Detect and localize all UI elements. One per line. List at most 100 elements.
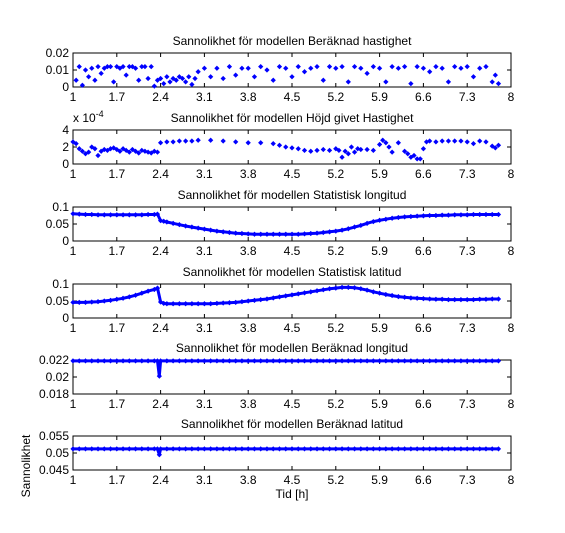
x-tick-label: 5.9 [371, 321, 388, 335]
x-tick-label: 4.5 [284, 244, 301, 258]
data-point [289, 74, 295, 80]
data-point [283, 144, 289, 150]
data-point [351, 149, 358, 155]
x-tick-label: 3.1 [196, 167, 213, 181]
data-point [195, 137, 201, 143]
subplot-6: Sannolikhet för modellen Beräknad latitu… [39, 417, 515, 487]
data-point [333, 65, 339, 71]
data-point [314, 147, 320, 154]
data-point [89, 144, 95, 150]
x-tick-label: 5.9 [371, 90, 388, 104]
data-point [189, 81, 195, 88]
data-point [452, 63, 458, 70]
data-point [402, 63, 408, 70]
subplot-title: Sannolikhet för modellen Statistisk lati… [183, 265, 402, 279]
data-point [420, 65, 427, 71]
data-point [79, 148, 86, 154]
x-tick-label: 8 [508, 397, 515, 411]
series-markers [70, 446, 502, 458]
data-point [320, 146, 326, 153]
data-point [458, 138, 464, 144]
data-point [264, 67, 270, 73]
data-point [132, 65, 139, 71]
x-tick-label: 3.8 [240, 244, 257, 258]
data-point [111, 79, 117, 85]
data-point [326, 63, 333, 70]
data-point [98, 148, 104, 154]
x-tick-label: 2.4 [152, 321, 169, 335]
x-tick-label: 7.3 [459, 473, 476, 487]
data-point [483, 63, 489, 70]
x-tick-label: 8 [508, 473, 515, 487]
x-tick-label: 3.1 [196, 397, 213, 411]
x-tick-label: 1.7 [108, 167, 125, 181]
subplot-4: Sannolikhet för modellen Statistisk lati… [46, 265, 515, 335]
x-tick-label: 3.1 [196, 321, 213, 335]
series-band [73, 447, 499, 457]
y-tick-label: 0 [62, 157, 69, 171]
data-point [123, 147, 129, 154]
axes-box [72, 52, 512, 88]
data-point [114, 146, 120, 153]
x-tick-label: 1.7 [108, 473, 125, 487]
x-tick-label: 4.5 [284, 397, 301, 411]
data-point [389, 63, 395, 70]
y-tick-label: 2 [62, 140, 69, 154]
axes-box [72, 435, 512, 471]
data-point [86, 149, 92, 155]
x-tick-label: 1.7 [108, 321, 125, 335]
data-point [470, 140, 477, 147]
x-tick-label: 5.2 [327, 244, 344, 258]
data-point [170, 75, 176, 82]
y-tick-label: 0 [62, 234, 69, 248]
data-point [370, 147, 376, 154]
data-point [151, 148, 157, 154]
data-point [92, 146, 98, 152]
data-point [464, 63, 470, 70]
data-point [283, 65, 289, 71]
data-point [320, 77, 326, 83]
x-tick-label: 2.4 [152, 244, 169, 258]
x-tick-label: 6.6 [415, 473, 432, 487]
x-tick-label: 1.7 [108, 90, 125, 104]
subplot-title: Sannolikhet för modellen Beräknad hastig… [173, 34, 412, 48]
x-tick-label: 5.9 [371, 397, 388, 411]
data-point [258, 63, 264, 70]
data-point [154, 77, 161, 83]
x-tick-label: 2.4 [152, 90, 169, 104]
data-point [189, 138, 195, 144]
series-band [73, 359, 499, 378]
subplot-3: Sannolikhet för modellen Statistisk long… [46, 188, 515, 258]
data-point [383, 140, 389, 146]
x-tick-label: 3.8 [240, 397, 257, 411]
data-point [104, 147, 111, 154]
data-point [245, 65, 251, 71]
data-point [226, 63, 233, 70]
y-tick-label: 0 [62, 80, 69, 94]
data-point [114, 63, 120, 70]
x-tick-label: 1 [70, 473, 77, 487]
data-point [489, 79, 495, 85]
data-point [176, 74, 182, 80]
subplot-5: Sannolikhet för modellen Beräknad longit… [39, 341, 515, 411]
data-point [132, 148, 139, 154]
data-point [101, 146, 107, 153]
data-point [117, 65, 123, 71]
data-point [95, 63, 101, 70]
data-point [157, 140, 164, 146]
data-point [95, 152, 101, 159]
data-point [492, 145, 498, 151]
x-tick-label: 4.5 [284, 473, 301, 487]
axes-box [72, 359, 512, 395]
x-tick-label: 7.3 [459, 321, 476, 335]
data-point [164, 74, 170, 80]
x-tick-label: 4.5 [284, 321, 301, 335]
x-tick-label: 8 [508, 321, 515, 335]
data-point [139, 147, 145, 154]
data-point [136, 150, 142, 156]
data-point [483, 139, 489, 145]
data-point [129, 63, 136, 70]
shared-x-axis-label: Tid [h] [276, 487, 309, 501]
data-point [445, 79, 452, 85]
